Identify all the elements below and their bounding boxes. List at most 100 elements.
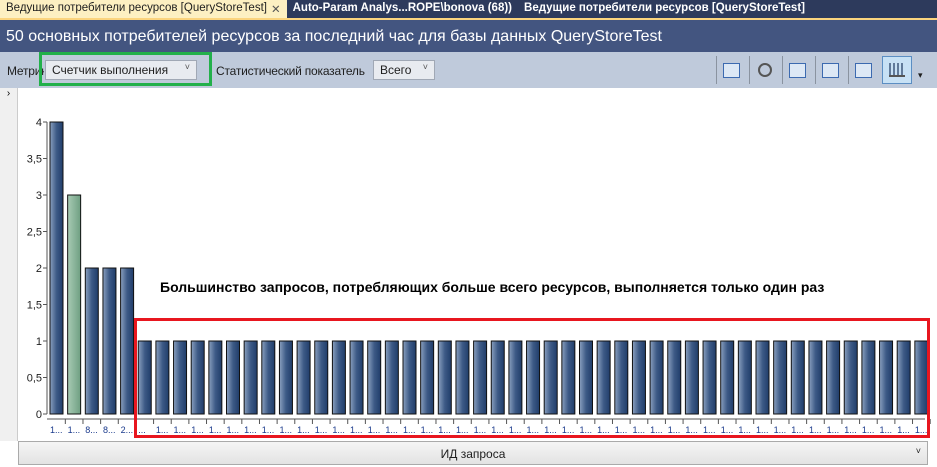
bar [667, 340, 682, 415]
x-tick-label: 1... [174, 425, 187, 435]
y-tick-label: 4 [36, 117, 42, 129]
x-tick-label: 1... [209, 425, 222, 435]
bar [596, 340, 611, 415]
x-tick-label: 1... [385, 425, 398, 435]
document-tabs: Ведущие потребители ресурсов [QueryStore… [0, 0, 937, 18]
x-tick-label: 1... [456, 425, 469, 435]
bar [579, 340, 593, 415]
chevron-right-icon: › [6, 88, 11, 99]
bar [261, 340, 276, 415]
bar [790, 340, 805, 415]
x-tick-label: 1... [527, 425, 540, 435]
grid-view-button[interactable] [815, 56, 845, 84]
x-tick-label: 1... [721, 425, 734, 435]
refresh-button[interactable] [716, 56, 746, 84]
close-icon[interactable]: ✕ [270, 4, 281, 16]
metric-highlight-box [39, 52, 212, 86]
x-tick-label: 1... [50, 425, 63, 435]
x-tick-label: 1... [350, 425, 363, 435]
x-tick-label: 1... [368, 425, 381, 435]
grid-additional-button[interactable] [848, 56, 878, 84]
x-tick-label: 2... [121, 425, 134, 435]
x-tick-label: 1... [650, 425, 663, 435]
track-query-icon [757, 63, 772, 77]
x-tick-label: 1... [897, 425, 910, 435]
x-tick-label: 1... [791, 425, 804, 435]
chevron-down-icon: ˅ [915, 446, 921, 456]
sidebar-toggle[interactable]: › [0, 88, 18, 441]
bar [420, 340, 435, 415]
chart-view-icon [889, 63, 905, 77]
bar [702, 340, 717, 415]
x-tick-label: 1... [315, 425, 328, 435]
bar [155, 340, 170, 415]
stat-dropdown[interactable]: Всего ˅ [373, 60, 435, 80]
stat-value: Всего [380, 63, 412, 77]
bar [84, 267, 99, 415]
bar [173, 340, 188, 415]
bar [437, 340, 452, 415]
track-query-button[interactable] [749, 56, 779, 84]
stat-label: Статистический показатель [216, 64, 365, 78]
x-tick-label: 1... [509, 425, 522, 435]
bar [543, 340, 558, 415]
x-tick-label: 1... [421, 425, 434, 435]
overflow-icon[interactable]: ▾ [918, 70, 923, 80]
x-tick-label: 1... [915, 425, 928, 435]
bar [526, 340, 541, 415]
x-axis-dropdown[interactable]: ИД запроса ˅ [18, 441, 928, 465]
bar [879, 340, 894, 415]
bar [314, 340, 329, 415]
bar [278, 340, 293, 415]
bar [102, 267, 117, 415]
x-tick-label: 1... [403, 425, 416, 435]
bar [243, 340, 258, 415]
tab-auto-param[interactable]: Auto-Param Analys...ROPE\bonova (68)) [292, 2, 513, 14]
bar [490, 340, 505, 415]
chevron-down-icon: ˅ [184, 62, 190, 72]
chart-view-button[interactable] [882, 56, 912, 84]
x-tick-label: 1... [227, 425, 240, 435]
tab-top-consumers-active[interactable]: Ведущие потребители ресурсов [QueryStore… [0, 0, 287, 18]
bar [67, 194, 82, 415]
chevron-down-icon: ˅ [422, 62, 428, 72]
bar [455, 340, 470, 415]
bar [402, 340, 417, 415]
x-tick-label: 1... [191, 425, 204, 435]
x-tick-label: 1... [685, 425, 698, 435]
bar [137, 340, 152, 415]
x-tick-label: 1... [474, 425, 487, 435]
bar [861, 340, 876, 415]
page-title: 50 основных потребителей ресурсов за пос… [0, 18, 937, 52]
x-tick-label: 1... [562, 425, 575, 435]
metric-dropdown[interactable]: Счетчик выполнения ˅ [45, 60, 197, 80]
x-tick-label: 1... [332, 425, 345, 435]
x-tick-label: 1... [738, 425, 751, 435]
x-tick-label: 1... [756, 425, 769, 435]
tab-top-consumers-2[interactable]: Ведущие потребители ресурсов [QueryStore… [524, 2, 805, 14]
x-tick-label: 1... [862, 425, 875, 435]
view-query-plan-icon [789, 62, 806, 78]
x-tick-label: ... [138, 425, 146, 435]
x-tick-label: 1... [632, 425, 645, 435]
bar [49, 121, 64, 415]
bar [367, 340, 382, 415]
y-tick-label: 2,5 [27, 227, 42, 239]
x-tick-label: 1... [827, 425, 840, 435]
x-tick-label: 1... [244, 425, 257, 435]
view-plan-button[interactable] [782, 56, 812, 84]
x-tick-label: 1... [262, 425, 275, 435]
bar [737, 340, 752, 415]
x-tick-label: 1... [703, 425, 716, 435]
bar [614, 340, 629, 415]
bar [120, 267, 135, 415]
x-tick-label: 1... [544, 425, 557, 435]
bar [473, 340, 488, 415]
bar [331, 340, 346, 415]
y-tick-label: 1,5 [27, 300, 42, 312]
bar [561, 340, 576, 415]
grid-view-icon [822, 62, 839, 78]
bar [808, 340, 823, 415]
bar [349, 340, 364, 415]
bar [755, 340, 770, 415]
